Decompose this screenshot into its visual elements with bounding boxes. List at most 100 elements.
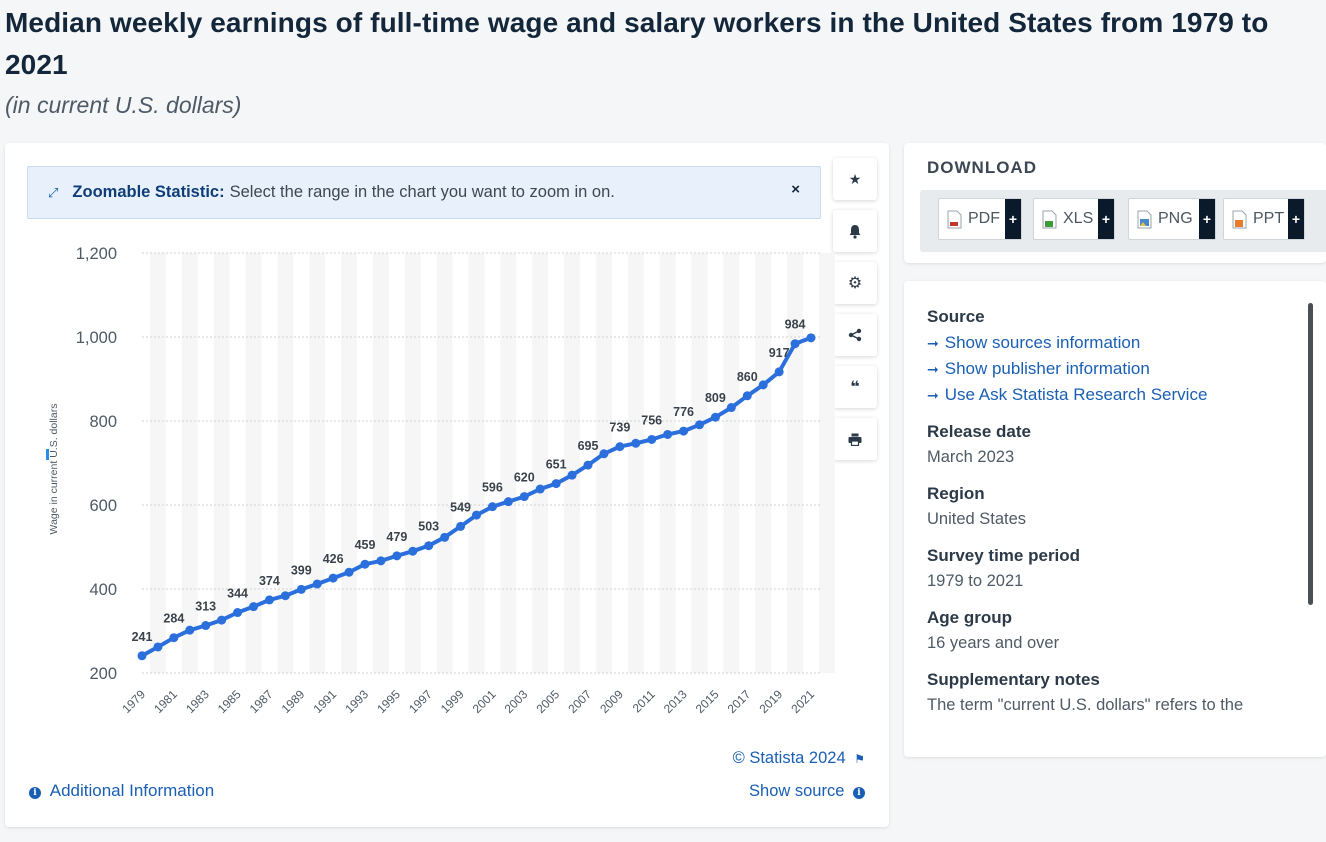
data-point [297,585,306,594]
statista-credit[interactable]: © Statista 2024 ⚑ [733,749,865,768]
column-band [150,253,166,673]
download-card: DOWNLOAD PDF + XLS + PNG + PPT + [904,143,1326,263]
data-point [711,413,720,422]
release-date-value: March 2023 [927,448,1297,467]
data-point [647,435,656,444]
bell-icon [848,224,862,239]
y-tick-label: 600 [89,497,117,515]
y-axis-label-marker [46,449,49,460]
data-point [185,626,194,635]
data-point [663,430,672,439]
data-point [345,568,354,577]
age-group-value: 16 years and over [927,634,1297,653]
data-point [536,485,545,494]
supplementary-notes-heading: Supplementary notes [927,670,1297,690]
chart-tools: ★ ⚙ ❝ [833,158,877,470]
zoom-banner-label: Zoomable Statistic: [72,183,224,202]
x-tick-label: 2021 [788,687,817,716]
data-label: 860 [737,370,758,384]
page-title: Median weekly earnings of full-time wage… [5,2,1321,86]
pdf-label: PDF [968,210,1000,228]
data-point [759,380,768,389]
show-source-link[interactable]: Show source i [749,782,865,801]
xls-file-icon [1042,210,1057,229]
column-band [660,253,676,673]
column-band [437,253,453,673]
column-band [692,253,708,673]
settings-button[interactable]: ⚙ [833,262,877,304]
cite-button[interactable]: ❝ [833,366,877,408]
print-button[interactable] [833,418,877,460]
data-point [472,511,481,520]
x-tick-label: 2007 [565,687,594,716]
pdf-file-icon [947,210,962,229]
show-publisher-label: Show publisher information [945,359,1150,378]
data-point [456,522,465,531]
share-button[interactable] [833,314,877,356]
data-point [743,391,752,400]
x-tick-label: 1983 [183,687,212,716]
x-tick-label: 1997 [406,687,435,716]
download-png-button[interactable]: PNG + [1128,198,1216,240]
ask-statista-link[interactable]: ➞ Use Ask Statista Research Service [927,385,1297,405]
plus-icon: + [1098,199,1114,239]
show-publisher-link[interactable]: ➞ Show publisher information [927,359,1297,379]
data-point [695,420,704,429]
notification-button[interactable] [833,210,877,252]
show-sources-link[interactable]: ➞ Show sources information [927,333,1297,353]
data-point [440,533,449,542]
column-band [596,253,612,673]
data-point [504,497,513,506]
column-band [819,253,835,673]
y-axis-label: Wage in current U.S. dollars [48,404,60,535]
data-point [138,651,147,660]
data-label: 241 [132,630,153,644]
data-point [169,633,178,642]
x-tick-label: 1991 [310,687,339,716]
download-xls-button[interactable]: XLS + [1033,198,1115,240]
data-point [488,502,497,511]
data-point [791,339,800,348]
expand-arrows-icon: ⤢ [48,185,58,201]
data-point [217,616,226,625]
data-label: 426 [323,552,344,566]
download-ppt-button[interactable]: PPT + [1223,198,1305,240]
x-tick-label: 1993 [342,687,371,716]
data-point [376,556,385,565]
arrow-right-icon: ➞ [927,387,939,403]
download-pdf-button[interactable]: PDF + [938,198,1022,240]
details-scrollbar[interactable] [1308,303,1313,605]
column-band [787,253,803,673]
column-band [469,253,485,673]
plus-icon: + [1288,199,1304,239]
data-point [599,449,608,458]
xls-label: XLS [1063,210,1093,228]
y-tick-label: 1,200 [76,245,117,263]
x-tick-label: 1995 [374,687,403,716]
zoom-banner: ⤢ Zoomable Statistic: Select the range i… [27,166,821,219]
x-tick-label: 2011 [630,687,658,715]
x-tick-label: 1989 [279,687,308,716]
x-tick-label: 2015 [693,687,722,716]
quote-icon: ❝ [850,377,859,397]
close-icon[interactable]: × [791,181,800,198]
data-label: 374 [259,574,280,588]
data-point [249,602,258,611]
age-group-heading: Age group [927,608,1297,628]
data-point [775,367,784,376]
show-sources-label: Show sources information [945,333,1141,352]
info-icon: i [29,787,41,799]
release-date-heading: Release date [927,422,1297,442]
region-heading: Region [927,484,1297,504]
column-band [723,253,739,673]
y-tick-label: 800 [89,413,117,431]
column-band [373,253,389,673]
additional-information-link[interactable]: i Additional Information [29,781,214,801]
data-label: 503 [418,520,439,534]
info-icon: i [853,787,865,799]
data-point [679,427,688,436]
data-label: 695 [578,439,599,453]
arrow-right-icon: ➞ [927,361,939,377]
favorite-button[interactable]: ★ [833,158,877,200]
